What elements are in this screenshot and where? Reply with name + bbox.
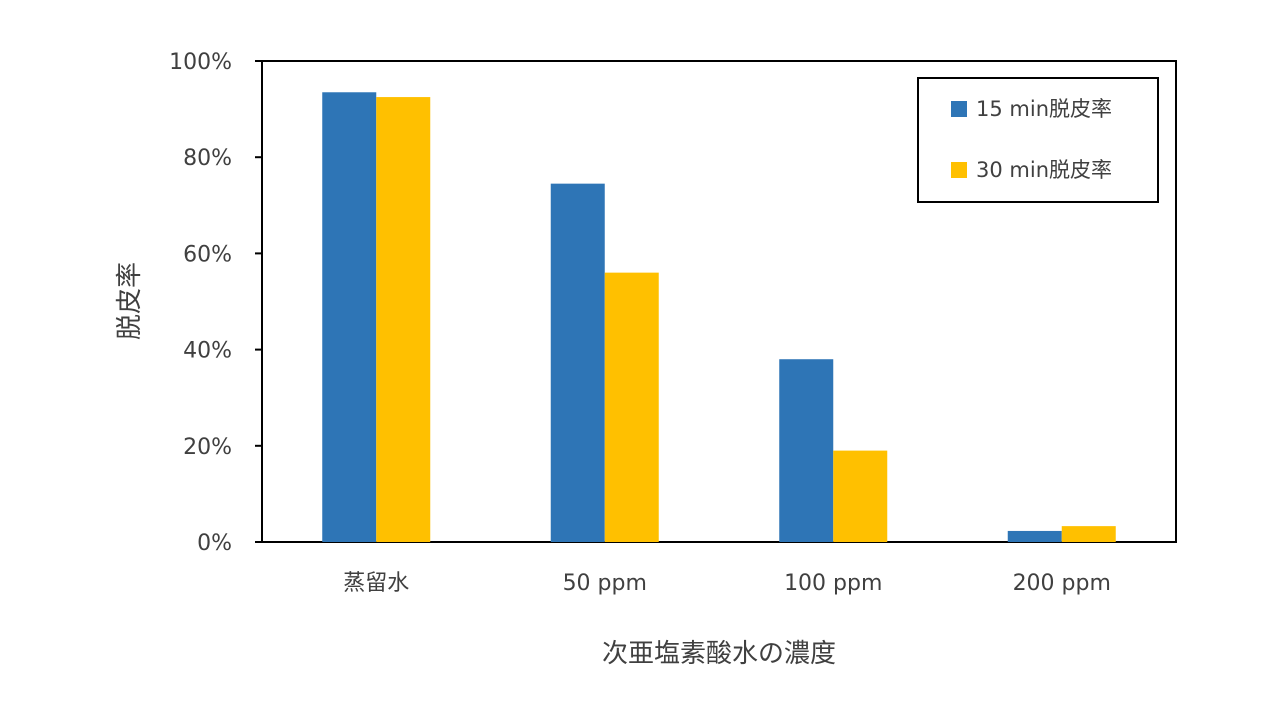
bar-series-0-cat-1 (550, 183, 605, 542)
y-tick-label: 40% (183, 339, 232, 364)
y-tick-label: 20% (183, 435, 232, 460)
y-axis-ticks: 0% 20% 40% 60% 80% 100% (169, 50, 262, 556)
y-tick-label: 100% (169, 50, 232, 75)
bar-series-1-cat-2 (833, 450, 888, 542)
legend: 15 min脱皮率 30 min脱皮率 (917, 77, 1159, 203)
legend-label-15min: 15 min脱皮率 (976, 97, 1112, 121)
legend-label-30min: 30 min脱皮率 (976, 158, 1112, 182)
bar-series-1-cat-3 (1061, 526, 1116, 542)
x-tick-label: 200 ppm (1013, 571, 1111, 596)
x-axis-ticks: 蒸留水 50 ppm 100 ppm 200 ppm (343, 571, 1111, 596)
bar-series-0-cat-2 (779, 359, 834, 542)
x-tick-label: 蒸留水 (343, 571, 409, 596)
legend-box (917, 77, 1159, 203)
legend-swatch-15min (951, 101, 967, 117)
x-tick-label: 50 ppm (563, 571, 647, 596)
y-axis-title: 脱皮率 (115, 262, 145, 340)
y-tick-label: 0% (197, 531, 232, 556)
bar-series-0-cat-3 (1007, 530, 1062, 542)
x-axis-title: 次亜塩素酸水の濃度 (602, 639, 836, 669)
bars-group (322, 92, 1116, 542)
bar-series-0-cat-0 (322, 92, 377, 542)
y-tick-label: 80% (183, 146, 232, 171)
bar-series-1-cat-0 (376, 97, 431, 542)
bar-series-1-cat-1 (604, 272, 659, 542)
y-tick-label: 60% (183, 242, 232, 267)
legend-swatch-30min (951, 162, 967, 178)
x-tick-label: 100 ppm (784, 571, 882, 596)
